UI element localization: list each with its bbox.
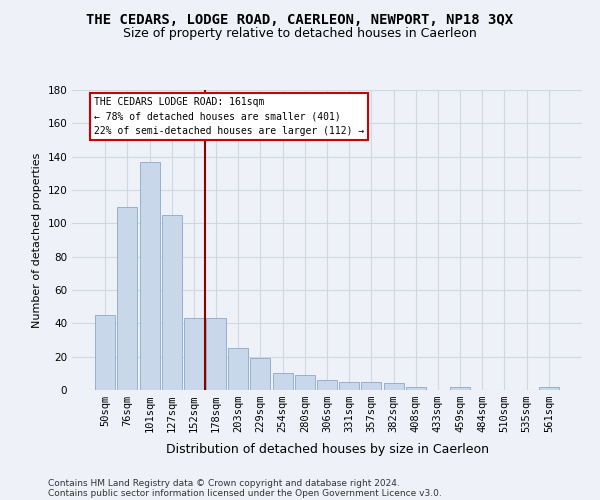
- Bar: [317, 380, 337, 390]
- X-axis label: Distribution of detached houses by size in Caerleon: Distribution of detached houses by size …: [166, 444, 488, 456]
- Bar: [228, 348, 248, 390]
- Bar: [95, 315, 115, 390]
- Bar: [250, 358, 271, 390]
- Text: THE CEDARS LODGE ROAD: 161sqm
← 78% of detached houses are smaller (401)
22% of : THE CEDARS LODGE ROAD: 161sqm ← 78% of d…: [94, 96, 364, 136]
- Bar: [118, 206, 137, 390]
- Bar: [272, 374, 293, 390]
- Bar: [539, 386, 559, 390]
- Text: Contains public sector information licensed under the Open Government Licence v3: Contains public sector information licen…: [48, 488, 442, 498]
- Bar: [361, 382, 382, 390]
- Bar: [140, 162, 160, 390]
- Bar: [162, 215, 182, 390]
- Bar: [339, 382, 359, 390]
- Bar: [406, 386, 426, 390]
- Text: Contains HM Land Registry data © Crown copyright and database right 2024.: Contains HM Land Registry data © Crown c…: [48, 478, 400, 488]
- Bar: [450, 386, 470, 390]
- Bar: [383, 384, 404, 390]
- Text: Size of property relative to detached houses in Caerleon: Size of property relative to detached ho…: [123, 28, 477, 40]
- Bar: [206, 318, 226, 390]
- Text: THE CEDARS, LODGE ROAD, CAERLEON, NEWPORT, NP18 3QX: THE CEDARS, LODGE ROAD, CAERLEON, NEWPOR…: [86, 12, 514, 26]
- Bar: [184, 318, 204, 390]
- Bar: [295, 375, 315, 390]
- Y-axis label: Number of detached properties: Number of detached properties: [32, 152, 42, 328]
